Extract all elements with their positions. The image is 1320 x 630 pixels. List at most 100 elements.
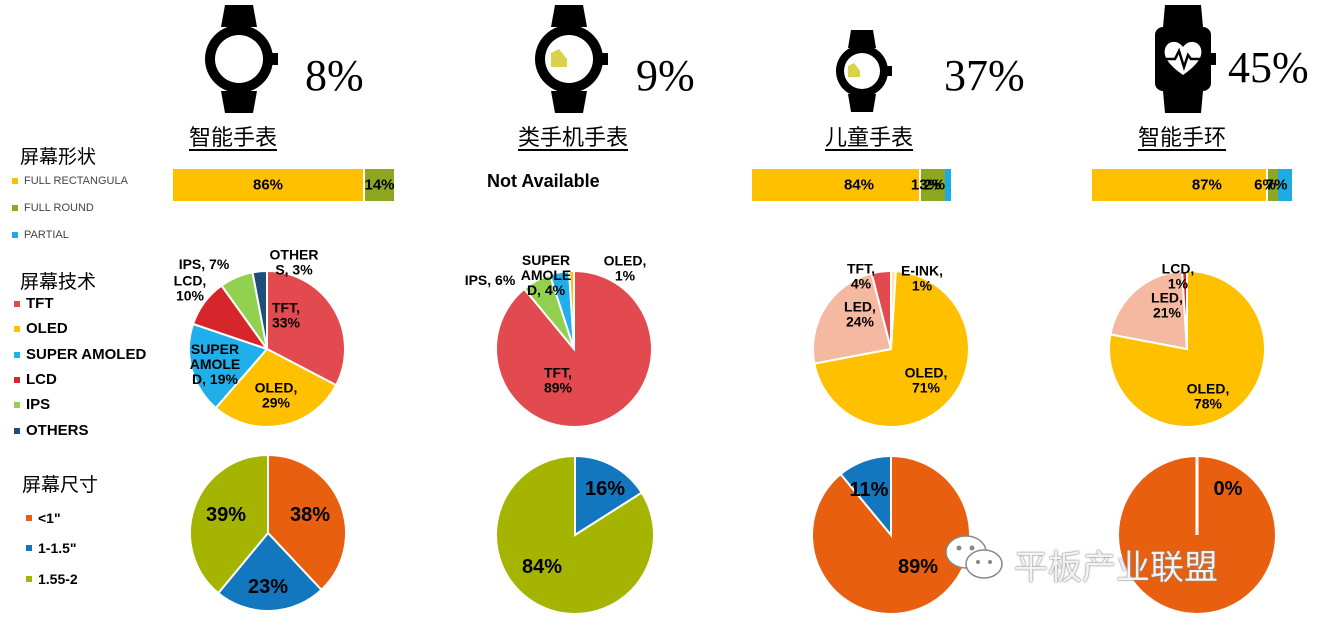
legend-swatch bbox=[14, 427, 20, 434]
legend-label: TFT bbox=[26, 295, 54, 312]
bar-label: 87% bbox=[1191, 176, 1222, 194]
band-heart-icon bbox=[1155, 5, 1216, 113]
pie-label: TFT, 89% bbox=[544, 365, 573, 396]
pie-label: IPS, 7% bbox=[179, 256, 230, 272]
legend-item: SUPER AMOLED bbox=[14, 346, 146, 363]
legend-label: FULL ROUND bbox=[24, 202, 94, 214]
pie-label: 38% bbox=[290, 504, 330, 526]
pie-slice-size-155-2 bbox=[495, 454, 655, 615]
legend-swatch bbox=[14, 376, 20, 383]
legend-item: 1.55-2 bbox=[26, 571, 78, 587]
pie-label: E-INK, 1% bbox=[901, 263, 943, 294]
legend-swatch bbox=[26, 545, 32, 551]
bar-segment-full-rect: 87% bbox=[1092, 169, 1266, 201]
bar-segment-full-rect: 86% bbox=[173, 169, 364, 201]
bar-label: 14% bbox=[364, 176, 395, 194]
pie-slice-led bbox=[812, 272, 893, 365]
pie-label: 84% bbox=[522, 556, 562, 578]
bar-segment-full-round: 14% bbox=[363, 169, 395, 201]
pie-label: LCD, 10% bbox=[174, 273, 207, 304]
pie-slice-size-lt1 bbox=[267, 453, 347, 592]
pie-slice-size-1-15 bbox=[574, 454, 644, 537]
legend-label: LCD bbox=[26, 371, 57, 388]
pie-label: LCD, 1% bbox=[1162, 261, 1195, 292]
pie-label: 16% bbox=[585, 478, 625, 500]
legend-swatch bbox=[12, 178, 18, 184]
section-title-size: 屏幕尺寸 bbox=[22, 474, 99, 496]
legend-label: OLED bbox=[26, 320, 68, 337]
device-share: 45% bbox=[1228, 43, 1309, 92]
legend-label: FULL RECTANGULA bbox=[24, 175, 128, 187]
bar-label: 6% bbox=[1254, 176, 1276, 194]
pie-slice-tft bbox=[870, 269, 892, 350]
bar-label: 13% bbox=[910, 176, 941, 194]
legend-item: OTHERS bbox=[14, 422, 89, 439]
pie-slice-size-155-2 bbox=[189, 453, 269, 595]
legend-label: IPS bbox=[26, 396, 51, 413]
legend-swatch bbox=[14, 300, 20, 307]
legend-swatch bbox=[12, 232, 18, 238]
bar-segment-partial: 7% bbox=[1266, 169, 1292, 201]
legend-swatch bbox=[26, 576, 32, 582]
shape-bar-smart-band: 87% 6% 7% bbox=[1092, 169, 1292, 201]
bar-label: 2% bbox=[923, 176, 946, 194]
pie-label: 0% bbox=[1214, 478, 1243, 500]
not-available-label: Not Available bbox=[487, 171, 600, 191]
shape-bar-smartwatch: 86% 14% bbox=[173, 169, 395, 201]
bar-label: 84% bbox=[843, 176, 874, 194]
device-share: 9% bbox=[636, 51, 695, 100]
pie-slice-size-1-15 bbox=[216, 531, 323, 612]
bar-segment-full-round: 13% bbox=[911, 169, 946, 201]
legend-item: TFT bbox=[14, 295, 54, 312]
section-title-shape: 屏幕形状 bbox=[20, 146, 97, 168]
pie-label: TFT, 33% bbox=[272, 300, 301, 331]
pie-label: LED, 21% bbox=[1151, 290, 1183, 321]
pie-label: 23% bbox=[248, 576, 288, 598]
pie-slice-super-amoled bbox=[188, 322, 269, 410]
watch-round-icon bbox=[205, 5, 278, 113]
watermark-text: 平板产业联盟 bbox=[1014, 548, 1218, 588]
legend-label: 1.55-2 bbox=[38, 571, 78, 587]
pie-label: OLED, 29% bbox=[255, 380, 298, 411]
pie-label: SUPER AMOLE D, 19% bbox=[190, 341, 241, 387]
bar-segment-partial: 2% bbox=[923, 169, 951, 201]
watch-small-icon bbox=[836, 30, 892, 112]
bar-label: 7% bbox=[1265, 176, 1288, 194]
legend-label: SUPER AMOLED bbox=[26, 346, 147, 363]
pie-label: OTHER S, 3% bbox=[270, 247, 319, 278]
bar-segment-full-rect: 84% bbox=[752, 169, 920, 201]
pie-label: LED, 24% bbox=[844, 299, 876, 330]
pie-slice-oled bbox=[568, 269, 575, 350]
legend-label: OTHERS bbox=[26, 422, 89, 439]
watch-round-screen-icon bbox=[535, 5, 608, 113]
pie-slice-size-1-15 bbox=[839, 454, 892, 538]
pie-slice-others bbox=[251, 269, 268, 350]
pie-slice-oled bbox=[214, 347, 338, 428]
pie-label: OLED, 78% bbox=[1187, 381, 1230, 412]
section-title-tech: 屏幕技术 bbox=[20, 271, 97, 293]
bar-segment-full-round: 6% bbox=[1254, 169, 1278, 201]
wechat-icon bbox=[945, 535, 1003, 579]
device-title: 智能手表 bbox=[189, 126, 278, 151]
legend-label: <1" bbox=[38, 510, 61, 526]
pie-slice-led bbox=[1109, 270, 1189, 351]
legend-swatch bbox=[12, 205, 18, 211]
shape-bar-kids-watch: 84% 13% 2% bbox=[752, 169, 951, 201]
legend-swatch bbox=[14, 325, 20, 332]
pie-slice-lcd bbox=[1181, 269, 1188, 350]
device-title: 儿童手表 bbox=[825, 126, 914, 151]
legend-item: 1-1.5" bbox=[26, 540, 77, 556]
pie-label: OLED, 71% bbox=[905, 365, 948, 396]
pie-label: OLED, 1% bbox=[604, 253, 647, 284]
device-share: 8% bbox=[305, 51, 364, 100]
legend-label: PARTIAL bbox=[24, 229, 69, 241]
legend-swatch bbox=[26, 515, 32, 521]
legend-label: 1-1.5" bbox=[38, 540, 77, 556]
legend-item: LCD bbox=[14, 371, 57, 388]
legend-item: PARTIAL bbox=[12, 229, 69, 241]
pie-slice-oled bbox=[1107, 269, 1266, 428]
legend-swatch bbox=[14, 401, 20, 408]
device-title: 类手机手表 bbox=[518, 126, 629, 151]
legend-swatch bbox=[14, 351, 20, 358]
